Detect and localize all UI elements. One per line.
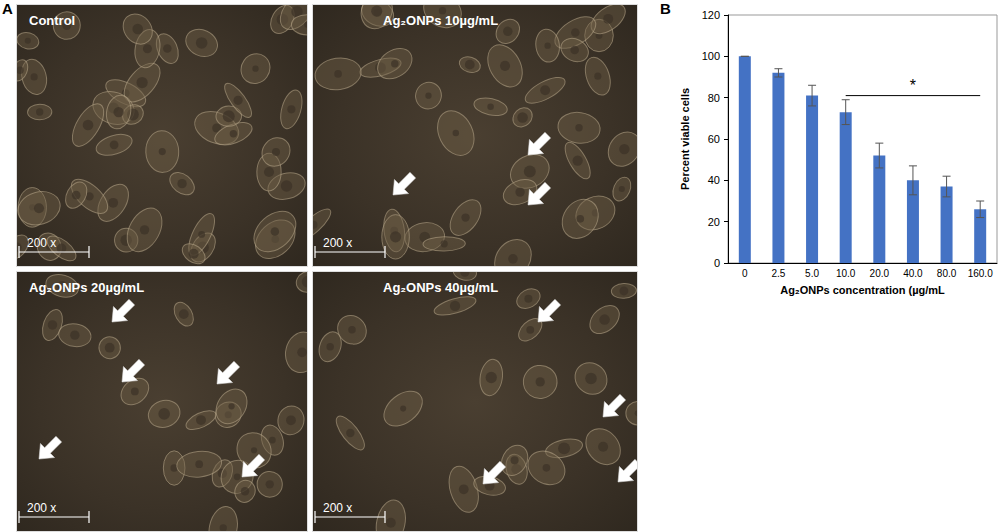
svg-text:80: 80 — [708, 92, 720, 104]
svg-text:80.0: 80.0 — [937, 268, 957, 279]
svg-text:Control: Control — [29, 13, 75, 28]
svg-text:100: 100 — [702, 50, 720, 62]
svg-text:40: 40 — [708, 174, 720, 186]
svg-text:200 x: 200 x — [323, 501, 352, 515]
svg-text:20.0: 20.0 — [870, 268, 890, 279]
svg-text:0: 0 — [714, 257, 720, 269]
svg-text:2.5: 2.5 — [771, 268, 785, 279]
svg-text:160.0: 160.0 — [968, 268, 993, 279]
svg-text:*: * — [910, 77, 916, 94]
svg-text:Ag₂ONPs 40µg/mL: Ag₂ONPs 40µg/mL — [383, 280, 498, 295]
svg-text:Ag₂ONPs 10µg/mL: Ag₂ONPs 10µg/mL — [383, 13, 498, 28]
svg-text:20: 20 — [708, 216, 720, 228]
svg-text:0: 0 — [742, 268, 748, 279]
svg-text:Ag₂ONPs 20µg/mL: Ag₂ONPs 20µg/mL — [29, 280, 144, 295]
svg-text:Ag₂ONPs concentration (µg/mL: Ag₂ONPs concentration (µg/mL — [780, 284, 945, 296]
svg-text:10.0: 10.0 — [836, 268, 856, 279]
svg-text:200 x: 200 x — [27, 501, 56, 515]
svg-text:Percent viable cells: Percent viable cells — [679, 88, 691, 190]
svg-text:200 x: 200 x — [323, 236, 352, 250]
svg-text:200 x: 200 x — [27, 236, 56, 250]
svg-text:5.0: 5.0 — [805, 268, 819, 279]
svg-text:40.0: 40.0 — [903, 268, 923, 279]
html-text:A: A — [2, 0, 13, 17]
html-text:B: B — [660, 0, 671, 17]
svg-text:120: 120 — [702, 9, 720, 21]
svg-text:60: 60 — [708, 133, 720, 145]
